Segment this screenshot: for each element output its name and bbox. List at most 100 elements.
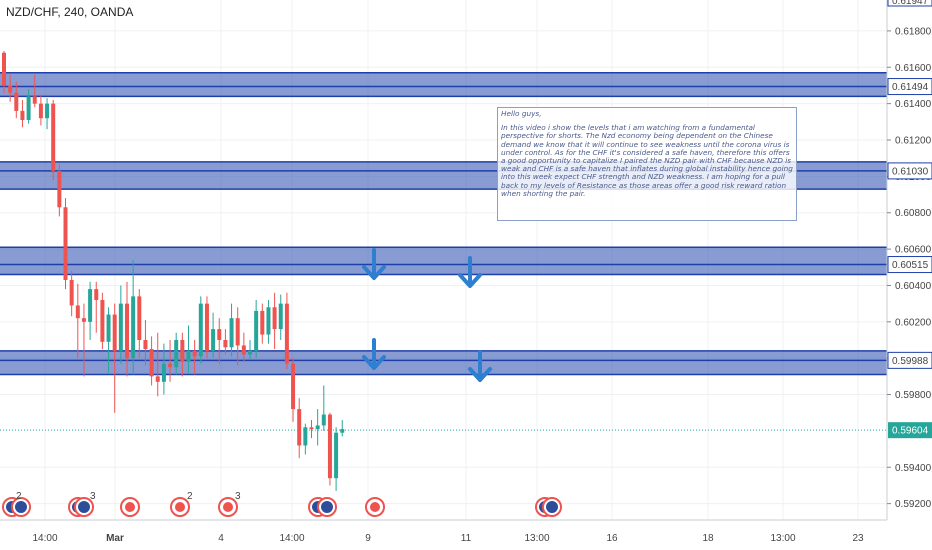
event-count-label: 2 (187, 491, 193, 502)
level-tag[interactable] (887, 351, 932, 369)
candles[interactable] (2, 50, 345, 491)
down-arrow-icon[interactable] (468, 350, 492, 382)
candle-up[interactable] (88, 289, 93, 322)
flag-event-fill (15, 501, 27, 513)
candle-down[interactable] (223, 340, 228, 348)
candle-down[interactable] (8, 85, 13, 93)
current-price-tag[interactable] (888, 422, 932, 439)
candle-down[interactable] (180, 340, 185, 362)
price-tick-label: 0.59800 (895, 390, 932, 401)
time-tick-label: Mar (106, 533, 124, 544)
candle-down[interactable] (327, 414, 332, 479)
candle-up[interactable] (118, 303, 123, 351)
top-price-tag (887, 0, 932, 7)
news-event-dot (175, 502, 185, 512)
event-count-label: 3 (90, 491, 96, 502)
note-greeting: Hello guys, (501, 109, 542, 118)
candle-down[interactable] (155, 376, 160, 382)
candle-down[interactable] (137, 296, 142, 340)
candle-up[interactable] (315, 425, 320, 430)
candle-down[interactable] (149, 349, 154, 377)
price-tick-label: 0.59400 (895, 463, 932, 474)
candle-up[interactable] (106, 314, 111, 342)
candle-down[interactable] (309, 427, 314, 430)
candle-up[interactable] (131, 296, 136, 359)
level-tag-label: 0.61494 (892, 82, 929, 93)
candle-down[interactable] (125, 303, 129, 359)
candle-up[interactable] (229, 318, 234, 348)
candle-up[interactable] (334, 432, 339, 479)
level-tag-label: 0.59988 (892, 356, 929, 367)
candle-down[interactable] (75, 305, 80, 319)
candle-down[interactable] (235, 318, 240, 346)
candle-down[interactable] (2, 52, 6, 86)
time-tick-label: 9 (365, 533, 371, 544)
candle-down[interactable] (297, 409, 302, 446)
candle-down[interactable] (69, 280, 74, 306)
candle-up[interactable] (161, 363, 166, 382)
resistance-zone[interactable] (0, 350, 887, 375)
candle-down[interactable] (100, 300, 105, 342)
candle-down[interactable] (63, 207, 68, 280)
candle-up[interactable] (45, 103, 50, 119)
candle-down[interactable] (291, 363, 296, 410)
candle-down[interactable] (284, 303, 289, 364)
candle-up[interactable] (174, 340, 179, 368)
candle-down[interactable] (94, 289, 99, 300)
candle-up[interactable] (211, 329, 216, 351)
flag-event-fill (78, 501, 90, 513)
candle-down[interactable] (168, 363, 173, 368)
flag-event-fill (321, 501, 333, 513)
price-axis[interactable]: 0.618000.616000.614000.612000.610000.608… (886, 0, 932, 550)
time-axis[interactable]: 14:00 Mar 4 14:00 9 11 13:00 16 18 13:00 23 (0, 519, 887, 550)
candle-down[interactable] (14, 92, 19, 111)
down-arrows[interactable] (362, 248, 492, 382)
event-markers[interactable]: 2 3 2 3 (2, 491, 562, 517)
candle-down[interactable] (192, 350, 197, 357)
level-tag[interactable] (887, 78, 932, 96)
candle-down[interactable] (20, 110, 25, 120)
candle-up[interactable] (248, 350, 252, 355)
candle-down[interactable] (57, 170, 62, 208)
time-tick-label: 16 (606, 533, 618, 544)
note-body: In this video i show the levels that i a… (501, 123, 793, 198)
resistance-zone[interactable] (0, 72, 887, 97)
candle-down[interactable] (81, 318, 86, 322)
flag-event-fill (546, 501, 558, 513)
down-arrow-icon[interactable] (362, 248, 386, 280)
candle-down[interactable] (143, 340, 148, 350)
candle-up[interactable] (340, 429, 345, 433)
time-tick-label: 23 (852, 533, 864, 544)
candle-up[interactable] (278, 303, 283, 330)
candle-down[interactable] (272, 307, 277, 330)
candle-up[interactable] (26, 96, 31, 120)
candle-down[interactable] (260, 310, 265, 335)
price-tick-label: 0.61600 (895, 63, 932, 74)
price-tick-label: 0.59200 (895, 499, 932, 510)
candle-up[interactable] (321, 414, 326, 426)
candle-down[interactable] (217, 329, 222, 340)
time-axis-background (0, 520, 887, 550)
text-note[interactable]: Hello guys, In this video i show the lev… (497, 107, 797, 221)
candle-down[interactable] (112, 314, 117, 351)
candle-up[interactable] (303, 427, 308, 446)
resistance-zone[interactable] (0, 247, 887, 275)
down-arrow-icon[interactable] (362, 338, 386, 370)
candle-down[interactable] (32, 96, 37, 104)
candle-down[interactable] (204, 303, 209, 351)
level-tag[interactable] (887, 256, 932, 274)
candle-up[interactable] (186, 350, 191, 362)
candle-down[interactable] (38, 103, 43, 119)
price-tick-label: 0.60400 (895, 281, 932, 292)
candle-down[interactable] (51, 103, 56, 171)
resistance-zones[interactable] (0, 71, 887, 376)
candle-up[interactable] (198, 303, 203, 357)
price-tick-label: 0.61800 (895, 26, 932, 37)
level-tag[interactable] (887, 162, 932, 180)
down-arrow-icon[interactable] (458, 256, 482, 288)
candle-up[interactable] (254, 310, 259, 351)
time-tick-label: 14:00 (32, 533, 57, 544)
candle-down[interactable] (241, 345, 246, 355)
candle-up[interactable] (266, 307, 271, 335)
